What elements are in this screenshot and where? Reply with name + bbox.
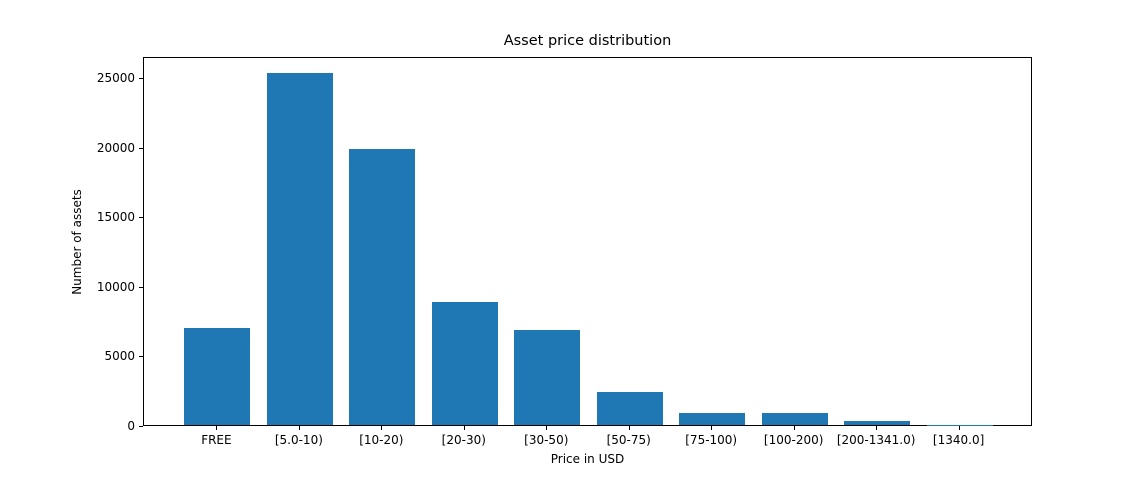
x-tick-mark xyxy=(463,426,465,430)
bar-[100-200) xyxy=(761,413,828,425)
x-tick-mark xyxy=(216,426,218,430)
bar-[20-30) xyxy=(431,301,498,425)
x-axis-label: Price in USD xyxy=(550,452,625,466)
y-tick-label: 20000 xyxy=(96,140,135,155)
bar-[30-50) xyxy=(514,329,581,425)
y-tick-mark xyxy=(139,217,143,219)
x-tick-label: [10-20) xyxy=(359,433,404,447)
x-tick-mark xyxy=(381,426,383,430)
x-tick-label: [200-1341.0) xyxy=(836,433,916,447)
x-tick-label: [50-75) xyxy=(606,433,651,447)
x-tick-mark xyxy=(793,426,795,430)
y-tick-label: 25000 xyxy=(96,70,135,85)
y-tick-label: 10000 xyxy=(96,279,135,294)
bar-FREE xyxy=(184,327,251,425)
y-tick-mark xyxy=(139,356,143,358)
x-tick-mark xyxy=(958,426,960,430)
x-tick-mark xyxy=(876,426,878,430)
y-tick-mark xyxy=(139,77,143,79)
bar-[50-75) xyxy=(596,391,663,425)
x-tick-mark xyxy=(628,426,630,430)
y-tick-label: 15000 xyxy=(96,210,135,225)
x-tick-label: [30-50) xyxy=(524,433,569,447)
bar-[10-20) xyxy=(349,148,416,425)
bar-[75-100) xyxy=(679,413,746,425)
x-tick-mark xyxy=(546,426,548,430)
plot-area xyxy=(143,57,1032,426)
y-tick-label: 5000 xyxy=(104,349,135,364)
y-tick-mark xyxy=(139,286,143,288)
y-tick-mark xyxy=(139,426,143,427)
x-tick-label: [75-100) xyxy=(685,433,738,447)
x-tick-label: [1340.0] xyxy=(932,433,985,447)
x-tick-mark xyxy=(711,426,713,430)
x-tick-label: [20-30) xyxy=(441,433,486,447)
x-tick-label: FREE xyxy=(201,433,232,447)
bar-[200-1341.0) xyxy=(844,420,911,425)
x-tick-label: [100-200) xyxy=(763,433,824,447)
y-tick-mark xyxy=(139,147,143,149)
x-tick-mark xyxy=(298,426,300,430)
chart-title: Asset price distribution xyxy=(503,33,672,49)
y-tick-label: 0 xyxy=(127,419,135,433)
bar-[5.0-10) xyxy=(266,73,333,425)
x-tick-label: [5.0-10) xyxy=(274,433,323,447)
